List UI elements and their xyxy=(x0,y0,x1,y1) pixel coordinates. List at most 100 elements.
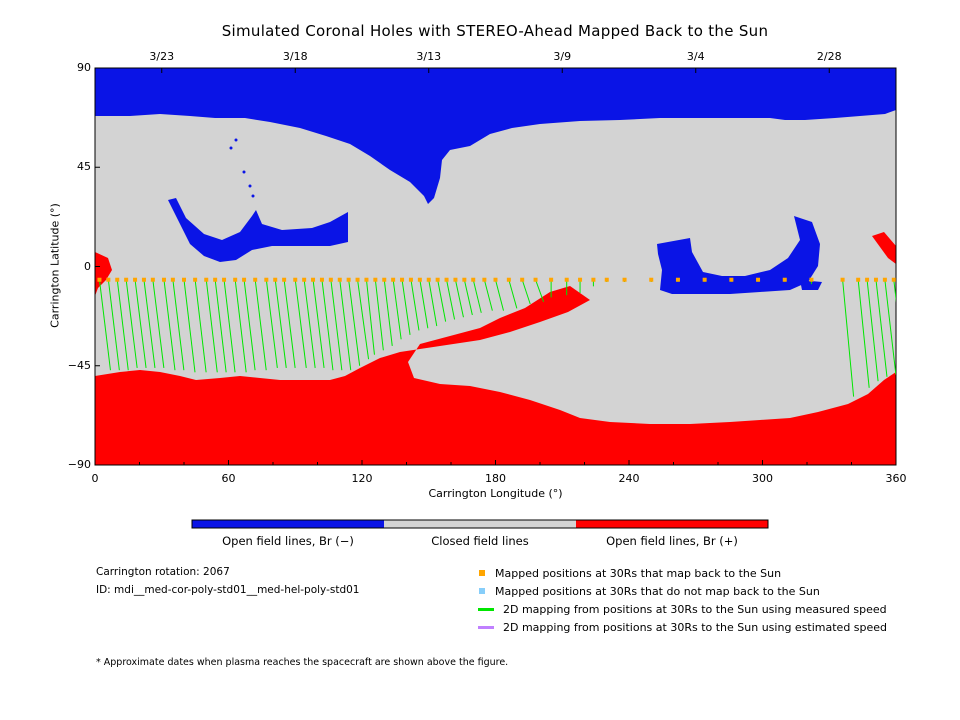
mapping-line xyxy=(339,279,352,371)
legend-item-mapped: Mapped positions at 30Rs that map back t… xyxy=(478,566,781,580)
colorbar-positive xyxy=(576,520,768,528)
mapping-line xyxy=(223,279,236,373)
mapped-position-marker xyxy=(213,277,218,282)
north-polar-coronal-hole xyxy=(95,68,896,204)
mapped-position-marker xyxy=(364,277,369,282)
mapping-line xyxy=(419,279,429,329)
orange-square-icon xyxy=(479,570,485,576)
mapped-position-marker xyxy=(462,277,467,282)
mapping-line xyxy=(134,279,147,369)
legend-label: 2D mapping from positions at 30Rs to the… xyxy=(503,620,888,634)
mapped-position-marker xyxy=(840,277,845,282)
south-polar-coronal-hole xyxy=(95,286,896,465)
mapped-position-marker xyxy=(115,277,120,282)
mapped-position-marker xyxy=(426,277,431,282)
northern-arc-coronal-hole xyxy=(168,198,348,262)
mapping-line xyxy=(312,279,325,369)
mapping-line xyxy=(303,279,316,369)
date-tick-label: 3/13 xyxy=(416,50,442,63)
mapped-position-marker xyxy=(311,277,316,282)
mapped-position-marker xyxy=(273,277,278,282)
mapping-line xyxy=(274,279,287,369)
mapping-line xyxy=(483,279,493,311)
light-blue-square-icon xyxy=(479,588,485,594)
mapping-line xyxy=(265,279,278,369)
mapped-position-marker xyxy=(493,277,498,282)
mapping-line xyxy=(254,279,267,371)
mapped-position-marker xyxy=(319,277,324,282)
mapped-position-marker xyxy=(809,277,814,282)
mapping-line xyxy=(472,279,482,313)
legend-label: Mapped positions at 30Rs that do not map… xyxy=(495,584,820,598)
mapped-position-marker xyxy=(170,277,175,282)
mapping-line xyxy=(428,279,438,327)
mapped-position-marker xyxy=(242,277,247,282)
colorbar-negative xyxy=(192,520,384,528)
mapping-line xyxy=(893,279,896,303)
mapping-line xyxy=(214,279,227,373)
mapped-position-marker xyxy=(204,277,209,282)
mapping-line xyxy=(857,279,870,388)
date-tick-label: 3/9 xyxy=(553,50,572,63)
date-tick-label: 2/28 xyxy=(816,50,842,63)
legend-item-unmapped: Mapped positions at 30Rs that do not map… xyxy=(478,584,820,598)
mapping-line xyxy=(183,279,196,373)
mapping-line xyxy=(294,279,307,369)
colorbar-closed xyxy=(384,520,576,528)
mapping-line xyxy=(454,279,464,318)
mapping-line xyxy=(446,279,456,320)
x-tick-label: 120 xyxy=(351,472,373,485)
mapped-position-marker xyxy=(355,277,360,282)
purple-line-icon xyxy=(478,625,494,629)
mapped-position-marker xyxy=(756,277,761,282)
mapping-line xyxy=(152,279,165,369)
mapped-position-marker xyxy=(400,277,405,282)
y-tick-label: −45 xyxy=(67,358,91,372)
negative-speck xyxy=(251,194,255,198)
mapping-line xyxy=(884,279,896,375)
y-tick-label: −90 xyxy=(67,458,91,471)
negative-speck xyxy=(234,138,238,142)
mapped-position-marker xyxy=(150,277,155,282)
mapped-position-marker xyxy=(282,277,287,282)
legend-item-estimated: 2D mapping from positions at 30Rs to the… xyxy=(478,620,887,634)
mapping-line xyxy=(194,279,207,373)
date-tick-label: 3/4 xyxy=(686,50,705,63)
mapped-position-marker xyxy=(97,277,102,282)
mapping-line xyxy=(495,279,504,311)
negative-speck xyxy=(248,184,252,188)
mapped-position-marker xyxy=(591,277,596,282)
chart-title: Simulated Coronal Holes with STEREO-Ahea… xyxy=(221,22,769,40)
mapped-position-marker xyxy=(373,277,378,282)
legend-label: 2D mapping from positions at 30Rs to the… xyxy=(503,602,887,616)
mapping-line xyxy=(116,279,129,371)
mapping-line xyxy=(521,279,531,305)
mapped-position-marker xyxy=(578,277,583,282)
mapped-position-marker xyxy=(675,277,680,282)
colorbar-label-negative: Open field lines, Br (−) xyxy=(222,534,354,548)
date-tick-label: 3/23 xyxy=(149,50,175,63)
mapped-position-marker xyxy=(729,277,734,282)
footnote: * Approximate dates when plasma reaches … xyxy=(96,657,509,668)
mapping-line xyxy=(205,279,218,373)
mapped-position-marker xyxy=(106,277,111,282)
green-line-icon xyxy=(478,607,494,611)
mapped-position-marker xyxy=(564,277,569,282)
carrington-rotation-text: Carrington rotation: 2067 xyxy=(96,566,230,578)
mapped-position-marker xyxy=(856,277,861,282)
mapped-position-marker xyxy=(435,277,440,282)
mapped-position-marker xyxy=(782,277,787,282)
mapped-position-marker xyxy=(293,277,298,282)
mapped-position-marker xyxy=(506,277,511,282)
mapped-position-marker xyxy=(222,277,227,282)
mapped-position-marker xyxy=(346,277,351,282)
mapped-position-marker xyxy=(133,277,138,282)
mapped-position-marker xyxy=(604,277,609,282)
colorbar-frame xyxy=(191,519,769,529)
mapping-line xyxy=(125,279,138,369)
mapping-line xyxy=(172,279,185,371)
mapped-position-marker xyxy=(417,277,422,282)
mapped-position-marker xyxy=(124,277,129,282)
mapped-position-marker xyxy=(233,277,238,282)
colorbar-label-closed: Closed field lines xyxy=(431,534,529,548)
